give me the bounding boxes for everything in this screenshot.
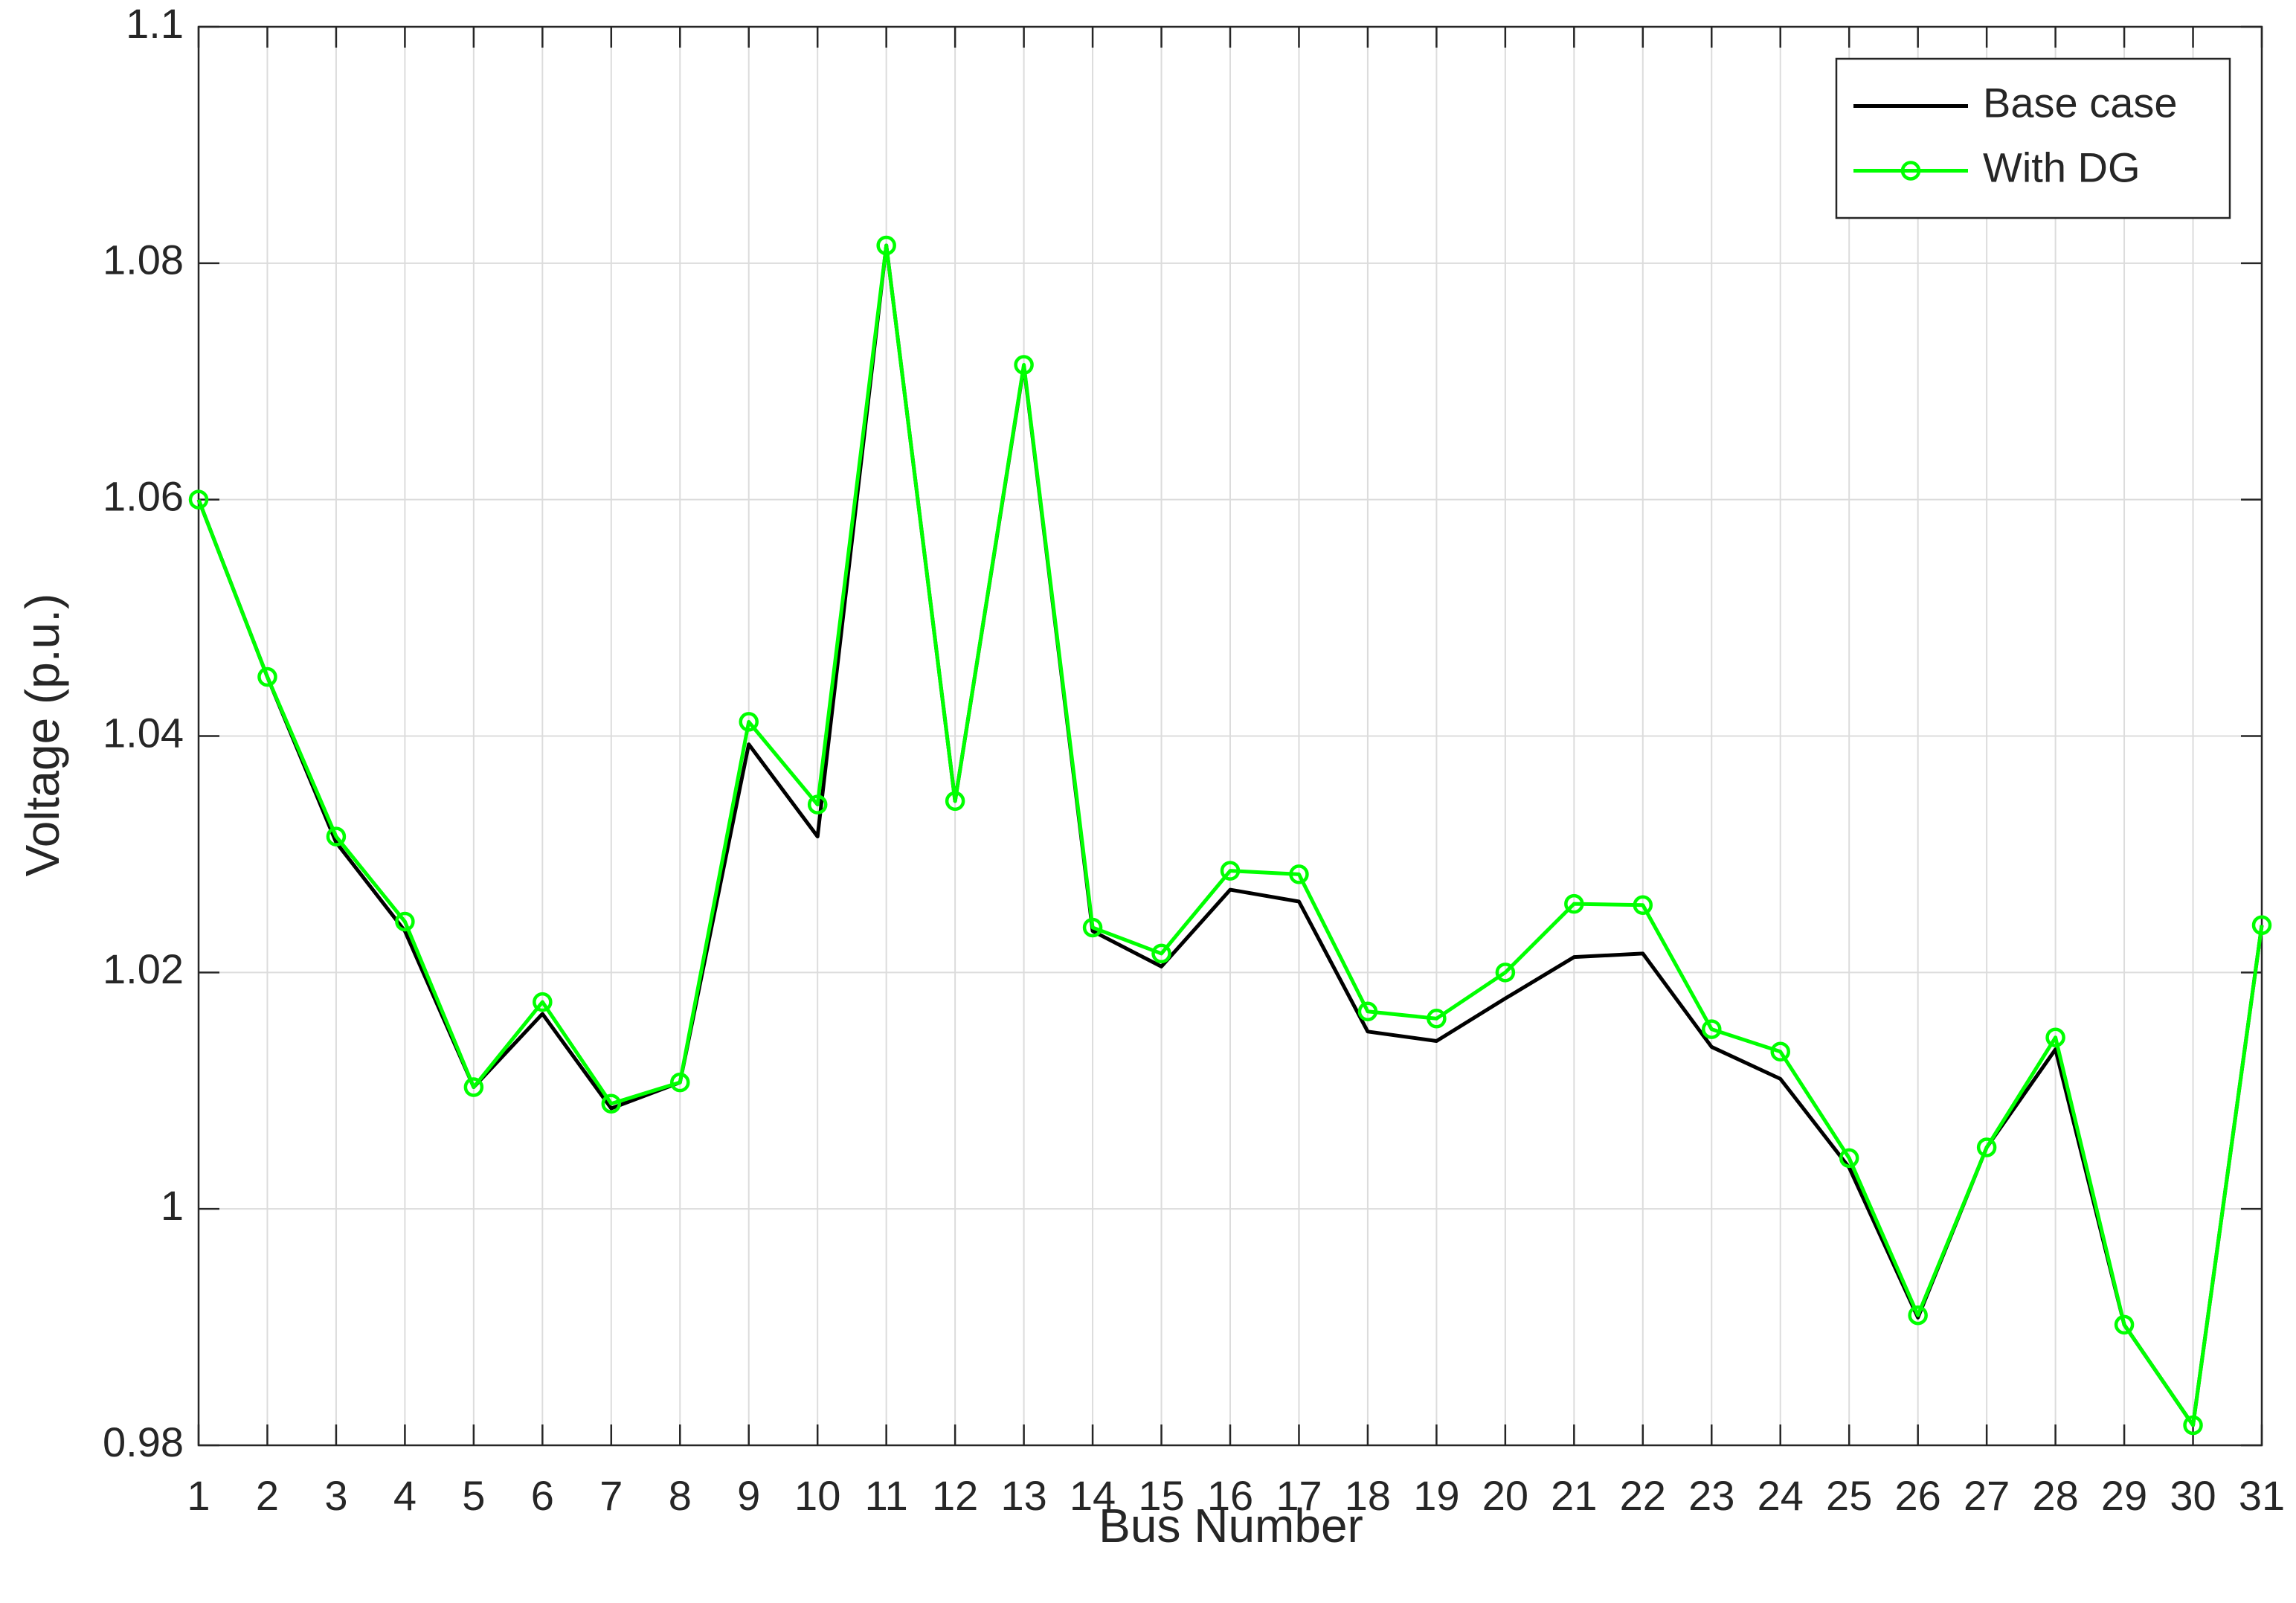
plot-frame (197, 25, 2263, 1447)
data-point (463, 1077, 484, 1097)
legend-marker (1900, 161, 1921, 181)
x-tick-label: 23 (1688, 1472, 1734, 1519)
y-tick-label: 1.04 (103, 709, 184, 756)
x-tick-label: 25 (1826, 1472, 1872, 1519)
data-point (188, 489, 209, 510)
data-point (670, 1072, 690, 1093)
data-point (395, 911, 415, 932)
x-tick-label: 21 (1551, 1472, 1597, 1519)
data-point (1082, 917, 1103, 938)
x-tick-label: 13 (1000, 1472, 1046, 1519)
x-tick-label: 1 (187, 1472, 210, 1519)
data-point (1220, 861, 1241, 881)
x-tick-label: 11 (865, 1472, 908, 1519)
x-tick-label: 30 (2170, 1472, 2216, 1519)
data-point (1151, 943, 1171, 964)
data-point (945, 791, 965, 812)
x-tick-label: 17 (1276, 1472, 1322, 1519)
x-tick-label: 4 (393, 1472, 417, 1519)
data-point (2045, 1027, 2065, 1047)
x-tick-label: 29 (2101, 1472, 2147, 1519)
x-tick-label: 20 (1482, 1472, 1528, 1519)
x-tick-label: 8 (669, 1472, 692, 1519)
x-tick-label: 27 (1964, 1472, 2010, 1519)
data-point (1702, 1019, 1722, 1039)
x-tick-label: 6 (531, 1472, 554, 1519)
x-tick-label: 16 (1207, 1472, 1253, 1519)
x-tick-label: 9 (737, 1472, 760, 1519)
y-axis-label: Voltage (p.u.) (16, 594, 69, 877)
x-axis-label: Bus Number (1099, 1499, 1363, 1552)
data-point (876, 235, 896, 256)
x-tick-label: 26 (1895, 1472, 1941, 1519)
data-point (1014, 355, 1034, 375)
data-point (1908, 1305, 1928, 1326)
y-tick-label: 1.06 (103, 472, 184, 519)
x-tick-label: 2 (256, 1472, 279, 1519)
legend-label: Base case (1983, 79, 2178, 126)
series-line (196, 243, 2264, 1427)
data-point (326, 826, 347, 847)
x-tick-label: 31 (2239, 1472, 2285, 1519)
x-tick-label: 3 (324, 1472, 347, 1519)
x-tick-label: 24 (1758, 1472, 1804, 1519)
data-point (257, 666, 277, 687)
x-tick-label: 14 (1070, 1472, 1116, 1519)
legend-label: With DG (1983, 144, 2141, 190)
data-point (739, 712, 759, 732)
data-point (1564, 893, 1584, 914)
data-point (1839, 1148, 1859, 1169)
series-line (196, 243, 2264, 1427)
data-point (2183, 1415, 2203, 1436)
data-point (1495, 963, 1516, 983)
data-point (1976, 1137, 1997, 1157)
x-tick-label: 18 (1345, 1472, 1391, 1519)
x-tick-label: 10 (794, 1472, 840, 1519)
data-point (2114, 1314, 2135, 1335)
x-tick-label: 15 (1138, 1472, 1184, 1519)
data-point (1770, 1041, 1790, 1062)
data-point (601, 1093, 622, 1114)
x-tick-label: 22 (1620, 1472, 1666, 1519)
data-point (2251, 915, 2272, 936)
data-point (1427, 1009, 1447, 1029)
y-tick-label: 0.98 (103, 1419, 184, 1465)
x-tick-label: 5 (462, 1472, 485, 1519)
data-point (533, 992, 553, 1012)
y-tick-label: 1.08 (103, 237, 184, 283)
y-tick-label: 1.1 (126, 0, 184, 47)
legend-box (1835, 57, 2231, 219)
x-tick-label: 7 (599, 1472, 623, 1519)
y-tick-label: 1.02 (103, 945, 184, 992)
x-tick-label: 12 (932, 1472, 978, 1519)
data-point (807, 794, 828, 815)
x-tick-label: 28 (2032, 1472, 2078, 1519)
x-tick-label: 19 (1413, 1472, 1459, 1519)
data-point (1633, 895, 1653, 916)
y-tick-label: 1 (161, 1182, 184, 1229)
data-point (1289, 864, 1309, 884)
data-point (1357, 1001, 1378, 1022)
